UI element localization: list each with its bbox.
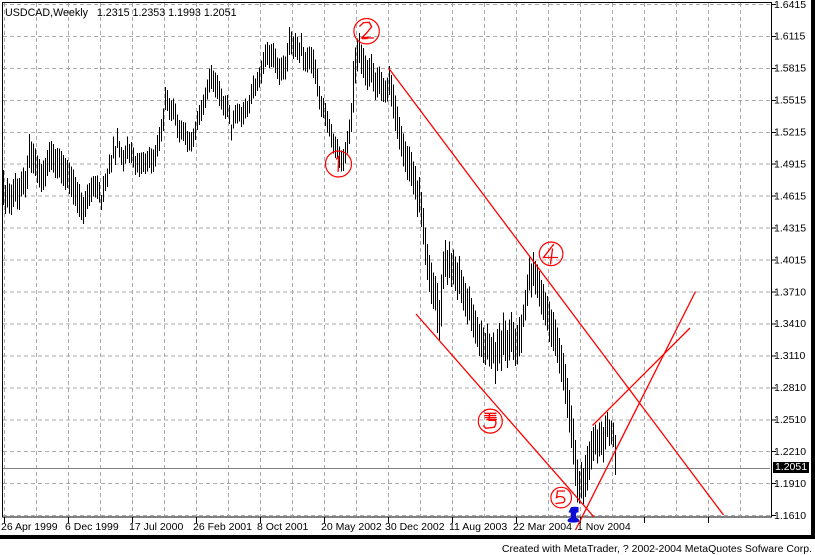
svg-text:1.6115: 1.6115 bbox=[774, 31, 805, 43]
svg-text:1.2510: 1.2510 bbox=[774, 414, 806, 426]
svg-text:1.6415: 1.6415 bbox=[774, 0, 806, 11]
svg-text:26 Feb 2001: 26 Feb 2001 bbox=[193, 521, 252, 533]
svg-text:1.5815: 1.5815 bbox=[774, 63, 806, 75]
svg-text:20 May 2002: 20 May 2002 bbox=[321, 521, 382, 533]
svg-text:1.1610: 1.1610 bbox=[774, 510, 806, 522]
svg-text:22 Mar 2004: 22 Mar 2004 bbox=[513, 521, 572, 533]
svg-text:1.3110: 1.3110 bbox=[774, 350, 805, 362]
svg-text:1.3710: 1.3710 bbox=[774, 286, 806, 298]
svg-text:11 Aug 2003: 11 Aug 2003 bbox=[449, 521, 507, 533]
svg-text:1.5515: 1.5515 bbox=[774, 95, 806, 107]
svg-text:26 Apr 1999: 26 Apr 1999 bbox=[1, 521, 58, 533]
svg-text:1.4315: 1.4315 bbox=[774, 222, 806, 234]
svg-text:17 Jul 2000: 17 Jul 2000 bbox=[129, 521, 183, 533]
svg-text:30 Dec 2002: 30 Dec 2002 bbox=[385, 521, 445, 533]
svg-text:1 Nov 2004: 1 Nov 2004 bbox=[577, 521, 631, 533]
svg-text:1.2210: 1.2210 bbox=[774, 446, 806, 458]
svg-text:1.2810: 1.2810 bbox=[774, 382, 806, 394]
svg-text:1.4915: 1.4915 bbox=[774, 159, 806, 171]
svg-text:1.4615: 1.4615 bbox=[774, 191, 806, 203]
svg-text:1.3410: 1.3410 bbox=[774, 318, 806, 330]
svg-text:1.4015: 1.4015 bbox=[774, 254, 806, 266]
svg-text:6 Dec 1999: 6 Dec 1999 bbox=[65, 521, 119, 533]
svg-text:8 Oct 2001: 8 Oct 2001 bbox=[257, 521, 309, 533]
svg-text:1.1910: 1.1910 bbox=[774, 478, 806, 490]
svg-text:1.5215: 1.5215 bbox=[774, 127, 806, 139]
